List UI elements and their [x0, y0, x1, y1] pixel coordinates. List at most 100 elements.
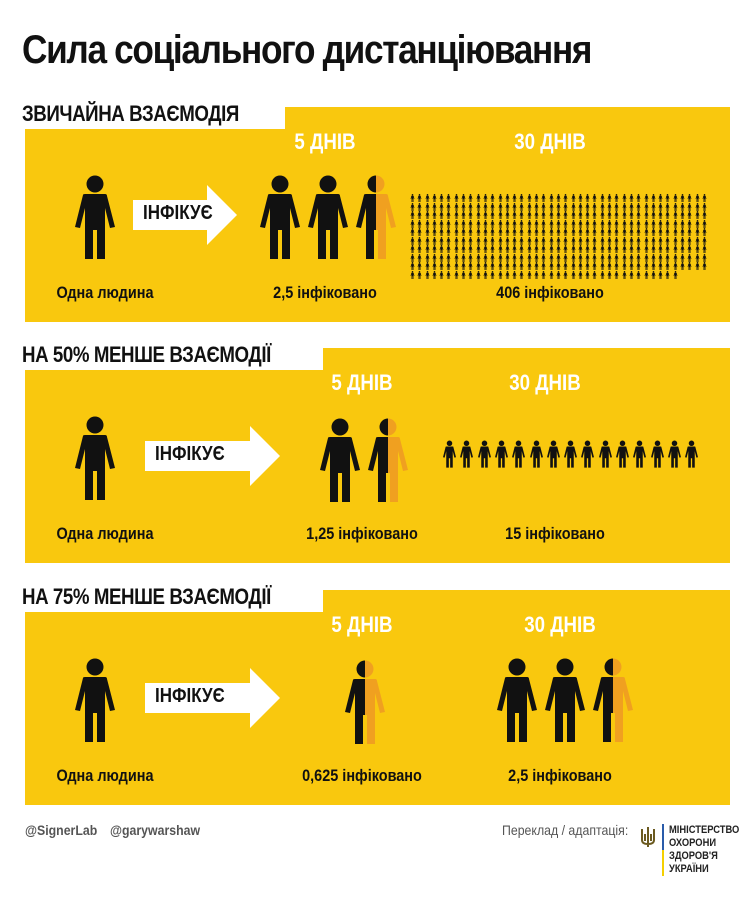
infected-person-icon	[447, 270, 451, 279]
infected-person-icon	[549, 211, 554, 219]
infected-person-icon	[417, 253, 422, 262]
infected-person-icon	[556, 228, 561, 236]
infected-person-icon	[600, 211, 605, 219]
infected-person-icon	[680, 219, 685, 228]
infected-person-icon	[512, 202, 517, 211]
infected-person-icon	[520, 270, 524, 279]
infected-person-icon	[527, 270, 532, 279]
infected-person-icon	[622, 219, 627, 228]
infected-person-icon	[593, 202, 597, 211]
infected-person-icon	[476, 228, 481, 236]
infected-person-icon	[476, 270, 481, 279]
infected-person-icon	[432, 253, 437, 262]
infected-person-icon	[439, 194, 444, 202]
infected-person-icon	[490, 219, 495, 228]
infected-person-icon	[512, 440, 526, 468]
infected-person-icon	[505, 219, 510, 228]
day30-caption: 406 інфіковано	[496, 283, 604, 302]
infected-person-icon	[432, 236, 437, 245]
infected-person-icon	[695, 236, 699, 245]
infected-person-icon	[665, 202, 670, 211]
infected-person-icon	[425, 245, 429, 253]
infected-person-icon	[443, 440, 456, 468]
infected-person-icon	[563, 270, 568, 279]
infected-person-icon	[483, 253, 488, 262]
panel-heading: ЗВИЧАЙНА ВЗАЄМОДІЯ	[0, 99, 286, 129]
infected-person-icon	[512, 211, 517, 219]
infected-person-icon	[578, 270, 583, 279]
infected-person-icon	[673, 219, 678, 228]
ministry-line: ОХОРОНИ	[669, 837, 717, 849]
infected-person-icon	[702, 236, 707, 245]
infected-person-icon	[447, 211, 451, 219]
infected-person-icon	[425, 253, 429, 262]
infected-person-icon	[578, 236, 583, 245]
credit-signerlab: @SignerLab	[25, 822, 98, 838]
infected-person-icon	[439, 270, 444, 279]
infected-person-icon	[476, 253, 481, 262]
infected-person-icon	[432, 270, 437, 279]
infected-person-icon	[651, 245, 656, 253]
infected-person-icon	[505, 194, 510, 202]
infected-person-icon	[534, 202, 539, 211]
infected-person-icon	[461, 211, 466, 219]
infected-person-icon	[468, 236, 473, 245]
infected-person-icon	[534, 236, 539, 245]
infected-person-icon	[687, 228, 692, 236]
infected-person-icon	[454, 262, 459, 270]
infected-person-icon	[680, 245, 685, 253]
infected-person-icon	[520, 262, 524, 270]
source-label: Одна людина	[56, 766, 154, 785]
infected-person-icon	[622, 253, 627, 262]
infected-person-icon	[534, 253, 539, 262]
infected-person-icon	[578, 194, 583, 202]
ministry-line: УКРАЇНИ	[669, 863, 709, 875]
infected-person-icon	[673, 211, 678, 219]
infected-person-icon	[410, 253, 415, 262]
infected-person-icon	[658, 270, 663, 279]
infected-person-icon	[556, 270, 561, 279]
ministry-line: МІНІСТЕРСТВО	[669, 824, 740, 836]
infected-person-icon	[512, 194, 517, 202]
infected-person-icon	[593, 658, 633, 742]
infected-person-icon	[578, 253, 583, 262]
person-icon	[75, 416, 115, 500]
infected-person-icon	[636, 228, 641, 236]
infected-person-icon	[490, 194, 495, 202]
infected-person-icon	[546, 440, 560, 468]
infected-person-icon	[549, 262, 554, 270]
infected-person-icon	[541, 253, 546, 262]
infected-person-icon	[687, 262, 692, 270]
infected-person-icon	[483, 228, 488, 236]
infected-person-icon	[600, 245, 605, 253]
infected-person-icon	[483, 219, 488, 228]
infected-person-icon	[667, 440, 681, 468]
infected-person-icon	[600, 202, 605, 211]
infected-person-icon	[454, 194, 459, 202]
infected-person-icon	[571, 270, 575, 279]
infected-person-icon	[512, 219, 517, 228]
infected-person-icon	[607, 202, 612, 211]
infected-person-icon	[644, 228, 648, 236]
infected-person-icon	[636, 262, 641, 270]
day30-label: 30 ДНІВ	[514, 129, 586, 154]
infected-person-icon	[651, 253, 656, 262]
infected-person-icon	[695, 245, 699, 253]
infected-person-icon	[629, 253, 634, 262]
infected-person-icon	[476, 262, 481, 270]
infected-person-icon	[483, 262, 488, 270]
infected-person-icon	[454, 228, 459, 236]
infected-person-icon	[563, 219, 568, 228]
infected-person-icon	[490, 211, 495, 219]
infected-person-icon	[702, 219, 707, 228]
infected-person-icon	[629, 219, 634, 228]
infected-person-icon	[512, 245, 517, 253]
infected-person-icon	[585, 211, 590, 219]
infected-person-icon	[461, 270, 466, 279]
infected-person-icon	[410, 245, 415, 253]
infected-person-icon	[498, 236, 502, 245]
infected-person-icon	[454, 253, 459, 262]
infected-person-icon	[498, 262, 502, 270]
infected-person-icon	[483, 245, 488, 253]
infected-person-icon	[644, 219, 648, 228]
